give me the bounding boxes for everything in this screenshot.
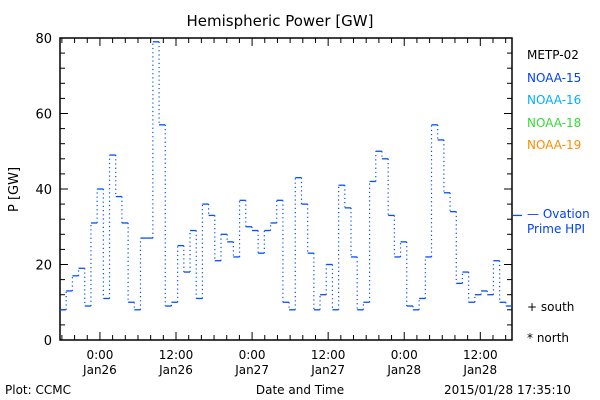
x-tick-date-label: Jan28: [462, 363, 497, 377]
y-tick-label: 80: [35, 32, 52, 47]
y-tick-label: 0: [44, 334, 52, 349]
south-legend: + south: [527, 300, 575, 314]
legend: METP-02 NOAA-15 NOAA-16 NOAA-18 NOAA-19: [527, 44, 581, 157]
x-tick-label: 12:00: [463, 348, 498, 362]
x-tick-label: 0:00: [391, 348, 418, 362]
north-legend: * north: [527, 331, 570, 345]
timestamp: 2015/01/28 17:35:10: [444, 383, 571, 397]
x-tick-date-label: Jan27: [310, 363, 345, 377]
ovation-legend-line2: Prime HPI: [527, 222, 585, 236]
x-tick-date-label: Jan28: [386, 363, 421, 377]
x-tick-label: 12:00: [159, 348, 194, 362]
legend-item: METP-02: [527, 48, 579, 62]
chart-title: Hemispheric Power [GW]: [186, 12, 374, 30]
x-axis-label: Date and Time: [255, 383, 345, 397]
y-tick-label: 40: [35, 183, 52, 198]
legend-item: NOAA-16: [527, 93, 582, 107]
legend-item: NOAA-19: [527, 138, 582, 152]
plot-credit: Plot: CCMC: [5, 383, 71, 397]
x-tick-date-label: Jan26: [158, 363, 193, 377]
x-tick-date-label: Jan27: [234, 363, 269, 377]
x-tick-label: 12:00: [311, 348, 346, 362]
legend-item: NOAA-18: [527, 115, 582, 130]
legend-item: NOAA-15: [527, 70, 582, 85]
ovation-legend-line1: — Ovation: [527, 207, 590, 221]
x-tick-date-label: Jan26: [82, 363, 117, 377]
x-tick-label: 0:00: [239, 348, 266, 362]
y-tick-label: 20: [35, 259, 52, 274]
x-tick-label: 0:00: [86, 348, 113, 362]
ovation-legend: — Ovation Prime HPI: [527, 207, 590, 237]
y-tick-label: 60: [35, 108, 52, 123]
